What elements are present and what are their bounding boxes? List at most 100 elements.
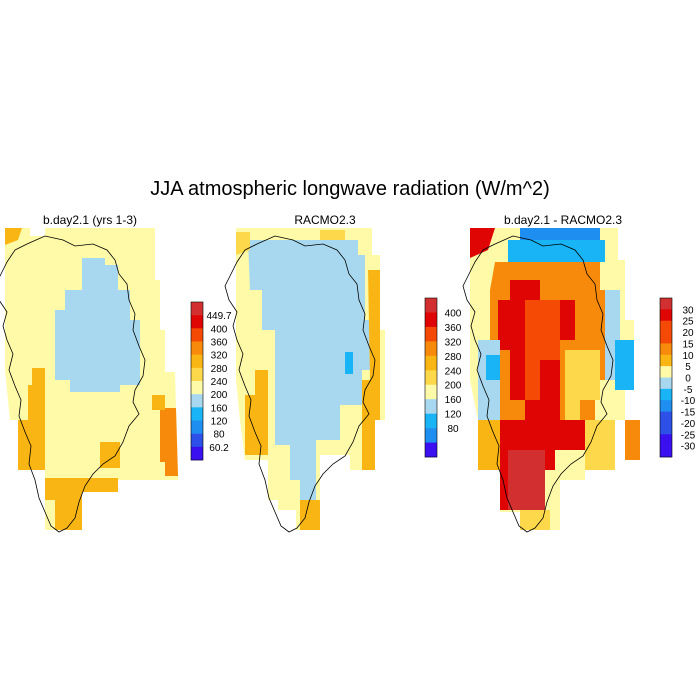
region-diff-sw-coast xyxy=(478,420,500,470)
colorbar-label: 5 xyxy=(685,362,691,373)
region-racmo-east-coast xyxy=(362,270,380,470)
colorbar-swatch xyxy=(191,328,203,342)
colorbar-label: 60.2 xyxy=(209,443,229,454)
region-diff-east-edge xyxy=(615,340,634,390)
region-racmo-north-edge xyxy=(320,230,345,240)
colorbar-label: 160 xyxy=(445,395,462,406)
colorbar-swatch xyxy=(660,400,672,412)
colorbar-swatch xyxy=(660,366,672,378)
region-diff-core-orange xyxy=(525,300,560,400)
colorbar-label: 30 xyxy=(682,305,694,316)
colorbar-label: 0 xyxy=(685,374,691,385)
colorbar-label: 120 xyxy=(211,417,228,428)
region-diff-west-blue2 xyxy=(486,355,500,380)
colorbar-label: 10 xyxy=(682,351,694,362)
colorbar-swatch xyxy=(660,343,672,356)
colorbar-swatch xyxy=(425,442,437,458)
colorbar-swatch xyxy=(425,326,437,342)
colorbar-swatch xyxy=(660,354,672,367)
colorbar-swatch xyxy=(660,332,672,344)
colorbar-label: 160 xyxy=(211,403,228,414)
colorbar-swatch xyxy=(425,384,437,400)
colorbar-swatch xyxy=(191,367,203,382)
colorbar-swatch xyxy=(191,407,203,421)
colorbar-frame xyxy=(190,301,204,461)
colorbar-label: 449.7 xyxy=(206,311,231,322)
colorbar-label: 320 xyxy=(445,337,462,348)
region-model-east-patch2 xyxy=(152,395,165,410)
region-diff-east-yellow xyxy=(565,350,600,420)
region-diff-north-band xyxy=(520,228,600,240)
region-diff-east-patch xyxy=(625,420,640,460)
region-model-sw-coast xyxy=(18,368,45,470)
colorbar-swatch xyxy=(191,354,203,369)
panel-title-difference: b.day2.1 - RACMO2.3 xyxy=(503,213,623,227)
coastline xyxy=(0,235,146,533)
region-racmo-blue-patch xyxy=(345,352,353,374)
colorbar-label: 360 xyxy=(211,338,228,349)
region-racmo-interior xyxy=(248,240,370,515)
colorbar-label: 400 xyxy=(445,308,462,319)
colorbar-swatch xyxy=(660,377,672,390)
colorbar-label: -10 xyxy=(681,396,696,407)
region-model-se-patch xyxy=(100,442,120,468)
colorbar-swatch xyxy=(191,381,203,395)
colorbar-label: 80 xyxy=(447,424,459,435)
colorbar-label: -15 xyxy=(681,408,696,419)
colorbar-swatch xyxy=(425,413,437,429)
colorbar-frame xyxy=(659,297,673,458)
colorbar-label: -5 xyxy=(684,385,693,396)
colorbar-swatch xyxy=(191,420,203,434)
region-diff-south-tip xyxy=(520,510,550,530)
colorbar-label: 280 xyxy=(211,364,228,375)
figure-title: JJA atmospheric longwave radiation (W/m^… xyxy=(150,178,550,200)
map-panel-racmo xyxy=(224,228,385,533)
region-model-east-patch xyxy=(160,408,178,476)
colorbar-swatch xyxy=(425,355,437,371)
colorbar-model: 449.7 400 360 320 280 240 200 160 120 80 60.2 xyxy=(190,301,232,461)
colorbar-label: 80 xyxy=(213,430,225,441)
colorbar-racmo: 400 360 320 280 240 200 160 120 80 xyxy=(424,297,462,458)
colorbar-label: 320 xyxy=(211,351,228,362)
colorbar-frame xyxy=(424,297,438,458)
colorbar-label: 240 xyxy=(445,366,462,377)
colorbar-label: -20 xyxy=(681,419,696,430)
map-panel-difference xyxy=(462,228,640,533)
colorbar-label: 400 xyxy=(211,324,228,335)
colorbar-label: 280 xyxy=(445,352,462,363)
colorbar-swatch xyxy=(191,315,203,329)
coastline xyxy=(462,235,614,533)
colorbar-swatch xyxy=(425,428,437,443)
colorbar-label: 200 xyxy=(445,381,462,392)
colorbar-label: -25 xyxy=(681,430,696,441)
colorbar-label: 20 xyxy=(682,328,694,339)
colorbar-label: 25 xyxy=(682,317,694,328)
map-panel-model xyxy=(0,228,178,533)
region-diff-nw-stripe1 xyxy=(470,228,495,258)
colorbar-swatch xyxy=(425,399,437,414)
colorbar-swatch xyxy=(660,422,672,435)
colorbar-swatch xyxy=(425,312,437,328)
region-model-interior xyxy=(55,258,140,392)
colorbar-swatch xyxy=(660,320,672,333)
colorbar-label: -30 xyxy=(681,442,696,453)
colorbar-label: 240 xyxy=(211,377,228,388)
colorbar-swatch xyxy=(660,388,672,401)
colorbar-swatch xyxy=(191,446,203,461)
colorbar-label: 200 xyxy=(211,390,228,401)
coastline xyxy=(224,235,376,533)
colorbar-swatch xyxy=(191,341,203,355)
colorbar-label: 120 xyxy=(445,410,462,421)
region-model-south-tip xyxy=(45,478,118,530)
region-model-north-tip xyxy=(5,228,22,245)
colorbar-swatch xyxy=(425,370,437,386)
colorbar-swatch xyxy=(425,298,437,313)
region-racmo-south-tip xyxy=(300,500,320,530)
region-model-west-coast xyxy=(5,290,18,365)
colorbar-swatch xyxy=(425,341,437,357)
region-diff-north-band2 xyxy=(508,240,605,262)
panel-title-model: b.day2.1 (yrs 1-3) xyxy=(42,213,138,227)
panel-title-racmo: RACMO2.3 xyxy=(294,213,356,227)
